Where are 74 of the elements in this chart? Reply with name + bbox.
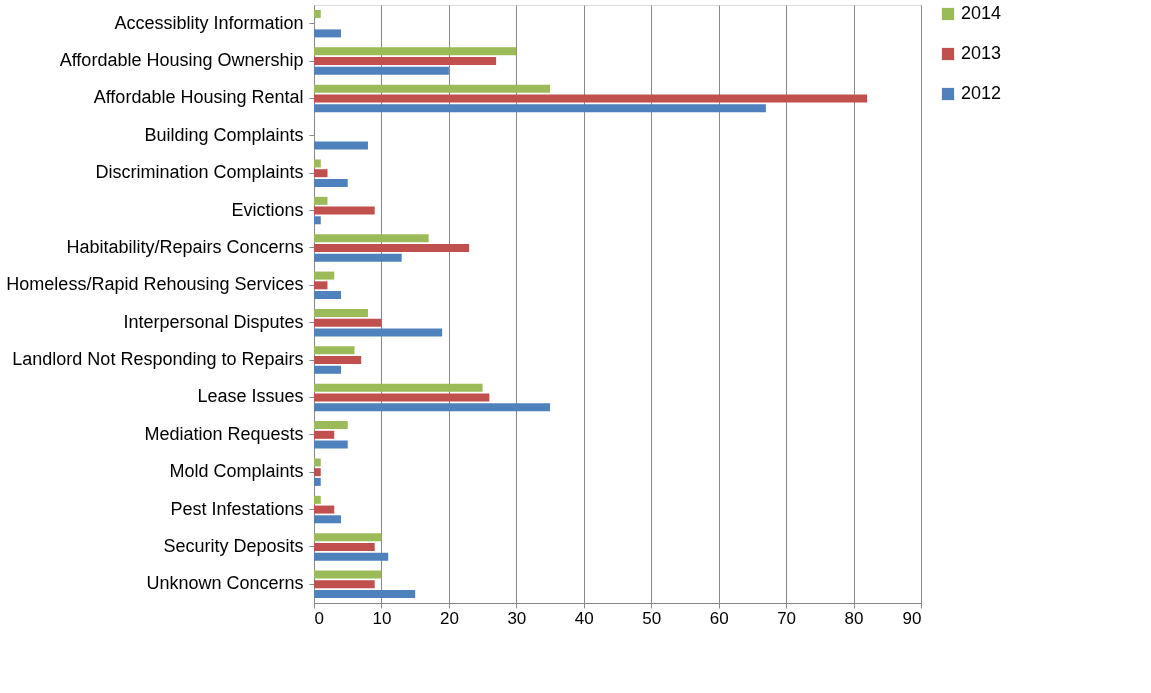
bar bbox=[314, 196, 328, 205]
bar bbox=[314, 552, 389, 561]
y-tick-label: Building Complaints bbox=[144, 124, 304, 145]
bar bbox=[314, 281, 328, 290]
bar bbox=[314, 458, 321, 467]
bar bbox=[314, 590, 416, 599]
y-tick-label: Unknown Concerns bbox=[146, 573, 304, 594]
bar bbox=[314, 468, 321, 477]
bar bbox=[314, 346, 355, 355]
bar bbox=[314, 542, 375, 551]
bar bbox=[314, 421, 348, 430]
bar bbox=[314, 318, 382, 327]
y-tick-label: Discrimination Complaints bbox=[95, 162, 304, 183]
bar bbox=[314, 57, 497, 66]
y-tick-label: Landlord Not Responding to Repairs bbox=[12, 349, 304, 370]
bar bbox=[314, 291, 341, 300]
bar bbox=[314, 159, 321, 168]
x-tick-label: 10 bbox=[372, 608, 392, 628]
y-tick-label: Evictions bbox=[231, 199, 304, 220]
y-tick-label: Lease Issues bbox=[197, 386, 304, 407]
bar bbox=[314, 580, 375, 589]
bar bbox=[314, 9, 321, 18]
x-tick-label: 60 bbox=[709, 608, 729, 628]
bar bbox=[314, 403, 551, 412]
y-tick-label: Mediation Requests bbox=[144, 423, 304, 444]
bar bbox=[314, 356, 362, 365]
bar bbox=[314, 29, 341, 38]
x-tick-label: 50 bbox=[642, 608, 662, 628]
x-tick-label: 40 bbox=[574, 608, 594, 628]
y-tick-label: Security Deposits bbox=[163, 535, 304, 556]
y-tick-label: Affordable Housing Ownership bbox=[59, 50, 304, 71]
bar bbox=[314, 94, 868, 103]
legend-label: 2012 bbox=[961, 83, 1002, 103]
y-tick-label: Pest Infestations bbox=[170, 498, 304, 519]
legend-label: 2013 bbox=[961, 43, 1002, 63]
bar bbox=[314, 104, 766, 113]
bar bbox=[314, 515, 341, 524]
bar bbox=[314, 440, 348, 449]
bar bbox=[314, 365, 341, 374]
bar bbox=[314, 141, 368, 150]
bar bbox=[314, 430, 335, 439]
bar bbox=[314, 178, 348, 187]
x-tick-label: 30 bbox=[507, 608, 527, 628]
bar bbox=[314, 66, 449, 75]
y-tick-label: Interpersonal Disputes bbox=[123, 311, 304, 332]
legend-label: 2014 bbox=[961, 3, 1002, 23]
bar bbox=[314, 234, 429, 243]
bar bbox=[314, 216, 321, 225]
bar bbox=[314, 253, 402, 262]
bar bbox=[314, 271, 335, 280]
bar bbox=[314, 477, 321, 486]
y-tick-label: Affordable Housing Rental bbox=[93, 87, 304, 108]
bar bbox=[314, 84, 551, 93]
bar bbox=[314, 169, 328, 178]
y-tick-label: Mold Complaints bbox=[169, 461, 304, 482]
bar bbox=[314, 206, 375, 215]
bar bbox=[314, 383, 483, 392]
x-tick-label: 90 bbox=[902, 608, 922, 628]
y-tick-label: Habitability/Repairs Concerns bbox=[66, 236, 304, 257]
bar bbox=[314, 505, 335, 514]
bar bbox=[314, 243, 470, 252]
bar bbox=[314, 570, 382, 579]
x-tick-label: 80 bbox=[844, 608, 864, 628]
x-tick-label: 20 bbox=[439, 608, 459, 628]
y-tick-label: Accessiblity Information bbox=[114, 12, 304, 33]
bar bbox=[314, 47, 517, 56]
bar bbox=[314, 393, 490, 402]
x-tick-label: 0 bbox=[314, 608, 324, 628]
x-tick-label: 70 bbox=[777, 608, 797, 628]
bar bbox=[314, 495, 321, 504]
bar bbox=[314, 308, 368, 317]
bar bbox=[314, 533, 382, 542]
bar bbox=[314, 328, 443, 337]
y-tick-label: Homeless/Rapid Rehousing Services bbox=[6, 274, 304, 295]
